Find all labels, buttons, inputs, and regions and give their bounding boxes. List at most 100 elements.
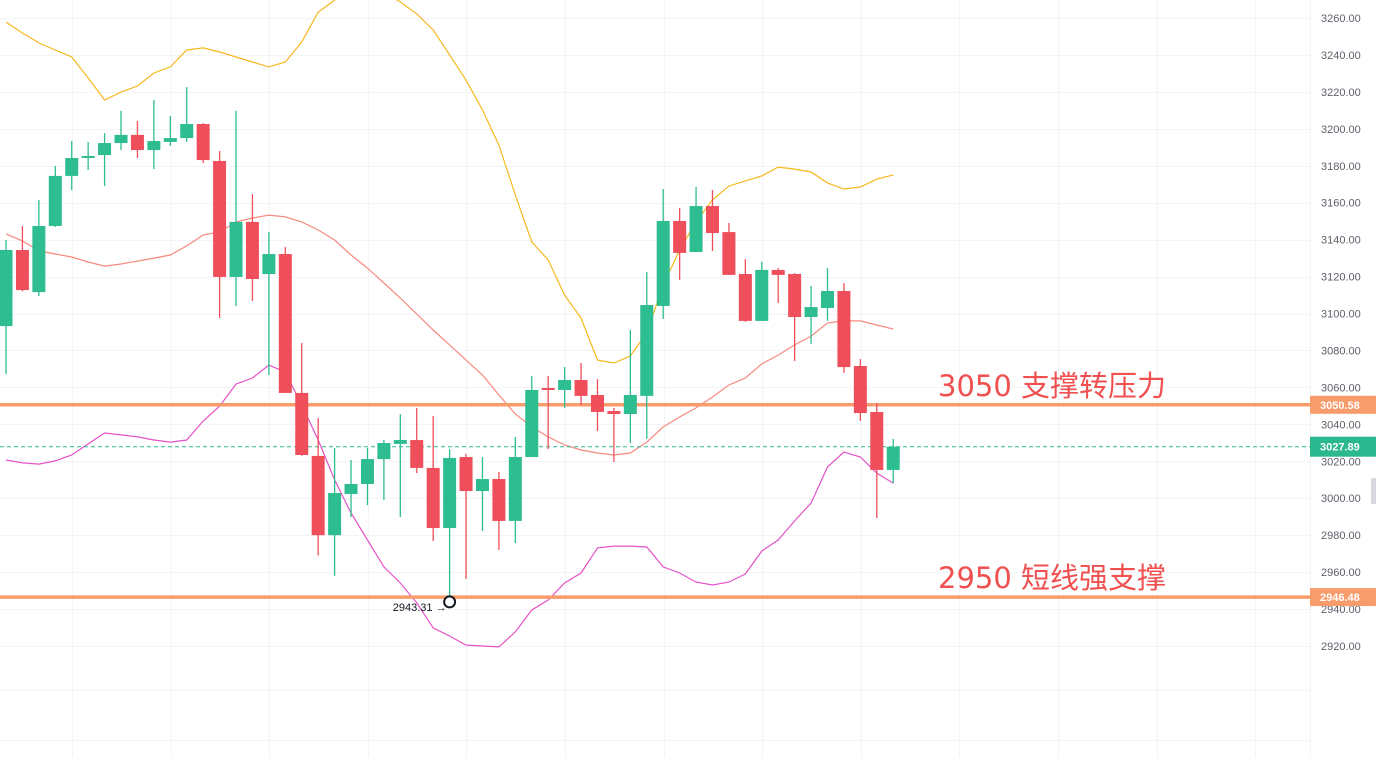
candle-body	[722, 232, 736, 275]
candle-up	[147, 100, 161, 170]
candle-body	[755, 269, 769, 321]
level-price-tag	[1310, 395, 1376, 414]
candle-down	[771, 268, 785, 303]
y-tick-label: 3020.00	[1321, 456, 1361, 468]
y-tick-label: 3240.00	[1321, 50, 1361, 62]
candle-body	[640, 305, 654, 396]
candle-body	[705, 206, 719, 233]
candle-up	[443, 449, 457, 603]
y-tick-label: 3000.00	[1321, 493, 1361, 505]
candle-body	[81, 155, 95, 159]
candle-down	[853, 358, 867, 422]
candle-body	[130, 134, 144, 151]
candle-body	[508, 457, 522, 521]
candle-body	[262, 254, 276, 274]
candle-down	[311, 418, 325, 556]
candle-body	[459, 457, 473, 492]
candle-body	[689, 206, 703, 253]
candle-body	[853, 365, 867, 414]
candle-up	[262, 231, 276, 376]
candle-body	[410, 440, 424, 468]
y-tick-label: 3160.00	[1321, 198, 1361, 210]
level-price-tag-text: 2946.48	[1320, 592, 1360, 604]
candle-body	[525, 389, 539, 458]
candle-body	[213, 160, 227, 277]
candle-body	[443, 457, 457, 528]
candle-down	[673, 208, 687, 280]
candle-body	[163, 138, 177, 142]
candle-down	[788, 273, 802, 361]
candle-body	[295, 392, 309, 456]
candle-up	[640, 271, 654, 439]
candle-body	[656, 220, 670, 306]
candle-body	[475, 479, 489, 492]
candle-body	[311, 455, 325, 536]
y-tick-label: 3040.00	[1321, 419, 1361, 431]
candle-body	[558, 380, 572, 390]
candle-body	[360, 459, 374, 484]
candle-up	[623, 329, 637, 443]
candle-up	[804, 285, 818, 344]
candle-up	[377, 440, 391, 501]
candle-down	[705, 189, 719, 251]
candle-body	[492, 479, 506, 521]
candle-up	[656, 189, 670, 320]
candle-up	[558, 367, 572, 408]
candle-down	[278, 247, 292, 393]
y-tick-label: 3060.00	[1321, 382, 1361, 394]
candle-up	[475, 457, 489, 531]
candle-up	[81, 141, 95, 171]
candle-down	[295, 343, 309, 456]
low-marker: 2943.31 →	[393, 595, 457, 614]
candle-down	[738, 259, 752, 323]
candle-body	[804, 307, 818, 318]
candle-up	[98, 133, 112, 187]
candle-body	[574, 380, 588, 396]
candle-down	[492, 471, 506, 550]
candle-down	[213, 150, 227, 318]
low-point-circle	[443, 595, 457, 609]
y-tick-label: 3200.00	[1321, 124, 1361, 136]
candle-down	[196, 123, 210, 163]
upper-band-line	[5, 0, 894, 364]
support-annotation: 2950 短线强支撑	[938, 561, 1167, 596]
candle-down	[722, 223, 736, 275]
candle-up	[344, 459, 358, 518]
candle-up	[393, 413, 407, 518]
candle-body	[837, 290, 851, 368]
y-tick-label: 3220.00	[1321, 87, 1361, 99]
low-price-label: 2943.31 →	[393, 602, 447, 614]
bollinger-bands	[5, 0, 894, 648]
candle-down	[15, 225, 29, 292]
candle-body	[788, 273, 802, 318]
price-axis[interactable]: 3260.00 3240.00 3220.00 3200.00 3180.00 3160.…	[1310, 0, 1361, 757]
candle-body	[377, 442, 391, 460]
level-price-tag	[1310, 588, 1376, 607]
candle-body	[821, 290, 834, 308]
axis-scroll-handle[interactable]	[1371, 478, 1376, 504]
candles	[0, 87, 900, 603]
candle-down	[837, 283, 851, 373]
y-tick-label: 3140.00	[1321, 235, 1361, 247]
y-tick-label: 3180.00	[1321, 161, 1361, 173]
candle-up	[821, 268, 834, 321]
level-price-tag-text: 3050.58	[1320, 400, 1360, 412]
candle-body	[886, 446, 900, 470]
candle-body	[278, 254, 292, 393]
candle-down	[410, 407, 424, 474]
candle-body	[426, 467, 440, 528]
plot-area[interactable]: 2943.31 →	[0, 0, 1310, 648]
candle-down	[574, 363, 588, 405]
candle-body	[32, 225, 46, 293]
candle-body	[590, 394, 604, 412]
candle-up	[328, 447, 342, 576]
candle-up	[0, 240, 13, 374]
candle-up	[755, 261, 769, 321]
candle-up	[229, 110, 243, 306]
candle-body	[607, 411, 621, 414]
candle-body	[771, 269, 785, 275]
candle-body	[245, 221, 259, 279]
candle-body	[870, 411, 884, 470]
lower-band-line	[5, 364, 894, 648]
